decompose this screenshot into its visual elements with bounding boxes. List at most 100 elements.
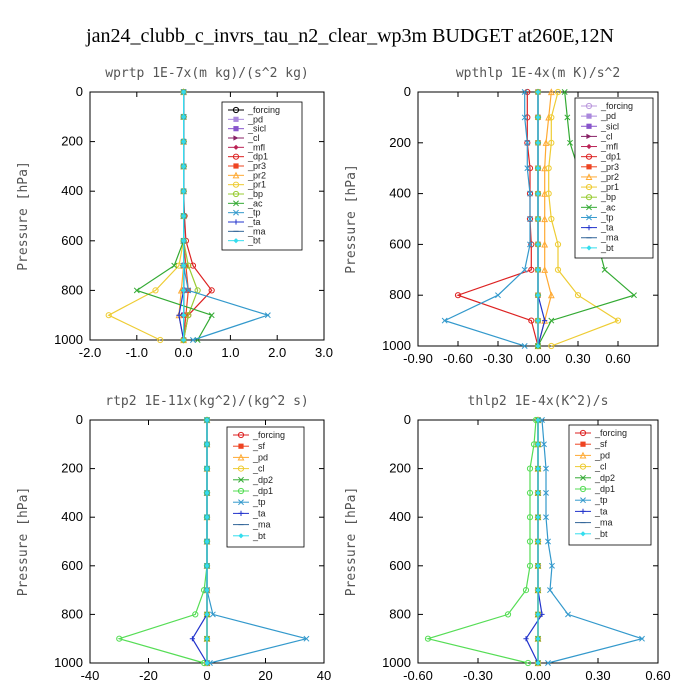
y-tick-label: 600 <box>389 236 411 251</box>
data-point <box>535 267 541 273</box>
data-point <box>574 292 582 299</box>
data-point <box>526 562 534 569</box>
data-point <box>554 88 562 96</box>
data-point <box>548 139 555 146</box>
data-point <box>535 417 541 423</box>
data-point <box>204 538 210 545</box>
series-dp1 <box>424 416 540 667</box>
data-point <box>204 660 210 666</box>
y-tick-label: 0 <box>404 84 411 99</box>
x-tick-label: -40 <box>81 668 100 683</box>
data-point <box>528 317 535 324</box>
legend-label: _ma <box>247 226 266 236</box>
data-point <box>521 114 528 121</box>
y-tick-label: 400 <box>61 183 83 198</box>
legend-label: _tp <box>252 497 266 507</box>
data-point <box>204 611 210 617</box>
data-point <box>528 241 535 248</box>
data-point <box>548 317 555 324</box>
x-tick-label: 0.00 <box>525 668 550 683</box>
legend-label: _forcing <box>594 428 627 438</box>
series-bt <box>204 417 210 666</box>
legend-marker <box>585 102 593 110</box>
panel-title: rtp2 1E-11x(kg^2)/(kg^2 s) <box>105 394 309 409</box>
y-tick-label: 0 <box>76 84 83 99</box>
data-point <box>535 165 541 171</box>
data-point <box>535 318 541 324</box>
data-point <box>548 114 555 121</box>
legend-marker <box>586 123 592 129</box>
legend: _forcing_pd_sicl_cl_mfl_dp1_pr3_pr2_pr1_… <box>221 101 303 251</box>
panel-title: thlp2 1E-4x(K^2)/s <box>468 394 609 409</box>
y-tick-label: 400 <box>61 509 83 524</box>
panels-container: wprtp 1E-7x(m kg)/(s^2 kg) Pressure [hPa]… <box>16 66 671 683</box>
data-point <box>424 635 432 642</box>
legend-label: _ta <box>600 223 614 233</box>
legend-label: _mfl <box>247 142 265 152</box>
legend-marker <box>580 497 586 504</box>
y-tick-label: 200 <box>389 135 411 150</box>
legend: _forcing_pd_sicl_cl_mfl_dp1_pr3_pr2_pr1_… <box>574 97 654 259</box>
data-point <box>541 266 549 273</box>
data-point <box>192 611 199 618</box>
legend-label: _ma <box>252 520 271 530</box>
legend-marker <box>237 465 245 472</box>
series-line <box>443 92 531 347</box>
legend-label: _ta <box>247 217 261 227</box>
data-point <box>535 216 541 222</box>
data-point <box>208 312 215 319</box>
legend-label: _dp1 <box>600 152 621 162</box>
data-point <box>542 139 550 146</box>
series-tp <box>539 417 645 666</box>
x-tick-label: 0 <box>203 668 210 683</box>
legend-label: _pd <box>252 452 268 462</box>
data-point <box>204 466 210 472</box>
legend-marker <box>232 153 240 160</box>
x-tick-label: 0.30 <box>585 668 610 683</box>
data-point <box>524 165 531 172</box>
data-point <box>181 163 187 169</box>
legend-label: _bt <box>594 529 608 539</box>
data-point <box>116 635 123 642</box>
data-point <box>189 262 197 269</box>
x-tick-label: 0.60 <box>645 668 670 683</box>
data-point <box>181 213 187 219</box>
legend-label: _dp1 <box>252 486 273 496</box>
legend-label: _forcing <box>600 101 633 111</box>
chart-panel-3: rtp2 1E-11x(kg^2)/(kg^2 s) Pressure [hPa]… <box>16 394 331 683</box>
x-tick-label: 0.30 <box>565 351 590 366</box>
data-point <box>526 489 534 496</box>
legend-label: _dp2 <box>252 475 273 485</box>
y-tick-label: 600 <box>61 558 83 573</box>
data-point <box>208 287 215 294</box>
legend-label: _tp <box>594 495 608 505</box>
series-line <box>548 91 620 347</box>
data-point <box>521 89 528 95</box>
legend-marker <box>233 209 239 216</box>
data-point <box>523 636 529 642</box>
data-point <box>527 216 533 222</box>
y-axis-label: Pressure [hPa] <box>16 487 31 597</box>
y-tick-label: 400 <box>389 509 411 524</box>
data-point <box>204 636 210 642</box>
legend-label: _ma <box>600 233 619 243</box>
y-tick-label: 0 <box>404 412 411 427</box>
legend-label: _cl <box>600 131 613 141</box>
legend-label: _pr1 <box>247 180 266 190</box>
data-point <box>185 287 192 294</box>
series-dp1 <box>116 416 211 667</box>
y-tick-label: 800 <box>61 606 83 621</box>
data-point <box>535 466 541 472</box>
y-tick-label: 800 <box>389 287 411 302</box>
legend-label: _bt <box>600 243 614 253</box>
legend-marker <box>233 116 239 122</box>
legend-marker <box>233 238 239 244</box>
data-point <box>535 538 541 545</box>
legend-label: _pr2 <box>247 170 266 180</box>
legend-label: _dp1 <box>247 152 268 162</box>
y-tick-label: 800 <box>389 606 411 621</box>
data-point <box>565 611 571 618</box>
legend-marker <box>233 126 239 132</box>
data-point <box>504 611 512 618</box>
